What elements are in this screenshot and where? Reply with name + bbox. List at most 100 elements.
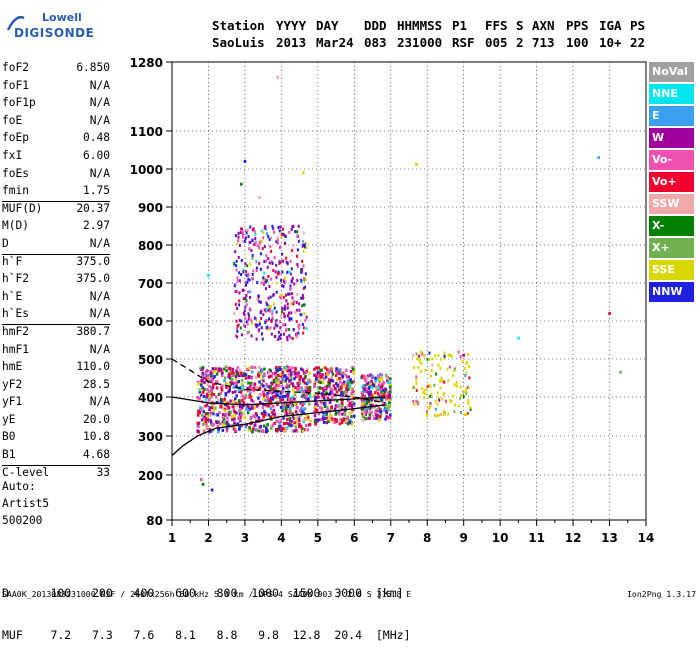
echo-point <box>201 422 205 426</box>
echo-point <box>287 292 290 296</box>
echo-point <box>340 377 344 381</box>
echo-point <box>253 230 256 234</box>
echo-point <box>375 377 379 381</box>
echo-point <box>273 335 276 339</box>
echo-point <box>340 385 343 389</box>
legend-item: Vo- <box>649 150 694 170</box>
echo-point <box>375 388 379 392</box>
echo-point <box>290 424 293 428</box>
echo-point <box>447 379 450 383</box>
echo-point <box>304 386 307 390</box>
echo-point <box>242 323 245 327</box>
echo-point <box>282 279 285 283</box>
echo-point <box>361 389 365 393</box>
echo-point <box>439 366 442 370</box>
echo-point <box>196 421 199 425</box>
echo-point <box>252 426 255 430</box>
echo-point <box>339 372 342 376</box>
x-tick-label: 7 <box>387 531 395 545</box>
echo-point <box>227 406 230 410</box>
echo-point <box>345 390 349 394</box>
echo-point <box>342 380 346 384</box>
echo-point <box>277 241 280 245</box>
echo-point <box>292 328 295 332</box>
echo-point <box>265 254 268 258</box>
echo-point <box>378 385 382 389</box>
echo-point <box>417 402 420 406</box>
echo-point <box>285 376 289 380</box>
echo-point <box>245 294 248 298</box>
echo-point <box>251 256 254 260</box>
echo-point <box>449 353 452 357</box>
echo-point <box>352 371 356 375</box>
echo-point <box>228 382 232 386</box>
echo-point <box>235 319 238 323</box>
echo-point <box>303 285 306 289</box>
echo-point <box>374 391 377 395</box>
echo-point <box>204 372 208 376</box>
echo-point <box>291 395 294 399</box>
echo-point <box>210 380 214 384</box>
echo-point <box>428 406 431 410</box>
echo-point <box>389 413 392 417</box>
echo-point <box>325 387 328 391</box>
echo-point <box>298 422 301 426</box>
echo-point <box>460 393 463 397</box>
echo-point <box>339 417 342 421</box>
echo-point <box>329 391 332 395</box>
echo-point <box>444 399 447 403</box>
echo-point <box>258 196 261 199</box>
echo-point <box>233 284 236 288</box>
param-label: foF1p <box>2 96 36 110</box>
echo-point <box>313 367 316 371</box>
echo-point <box>389 390 392 394</box>
param-label: M(D) <box>2 219 29 233</box>
echo-point <box>328 400 332 404</box>
echo-point <box>284 366 288 370</box>
echo-point <box>201 413 204 417</box>
y-tick-label: 80 <box>146 514 163 528</box>
param-label: fxI <box>2 148 23 162</box>
echo-point <box>286 338 289 342</box>
echo-point <box>329 387 333 391</box>
echo-point <box>258 322 261 326</box>
echo-point <box>371 393 375 397</box>
echo-point <box>608 311 611 315</box>
echo-point <box>232 381 235 385</box>
echo-point <box>275 368 279 372</box>
echo-point <box>370 398 374 402</box>
echo-point <box>303 311 306 315</box>
echo-point <box>281 409 284 413</box>
echo-point <box>238 299 241 303</box>
echo-point <box>381 384 384 388</box>
echo-point <box>263 281 266 285</box>
echo-point <box>267 234 270 238</box>
echo-point <box>241 227 244 231</box>
echo-point <box>287 398 291 402</box>
echo-point <box>306 389 309 393</box>
echo-point <box>361 374 364 378</box>
echo-point <box>322 402 326 406</box>
echo-point <box>209 371 213 375</box>
echo-point <box>274 270 277 274</box>
echo-point <box>254 237 257 241</box>
echo-point <box>288 365 291 369</box>
echo-point <box>273 390 276 394</box>
echo-point <box>361 410 365 414</box>
echo-point <box>213 369 217 373</box>
echo-point <box>365 376 368 380</box>
header-row2-col-10: 10+ <box>599 35 622 50</box>
echo-point <box>264 411 267 415</box>
echo-point <box>323 414 326 418</box>
echo-point <box>289 371 293 375</box>
echo-point <box>335 370 339 374</box>
echo-point <box>436 414 439 418</box>
echo-point <box>230 414 234 418</box>
echo-point <box>235 259 238 263</box>
echo-point <box>442 409 445 413</box>
echo-point <box>266 391 269 395</box>
echo-point <box>199 478 203 481</box>
echo-point <box>286 306 289 310</box>
echo-point <box>223 376 227 380</box>
echo-point <box>437 353 440 357</box>
